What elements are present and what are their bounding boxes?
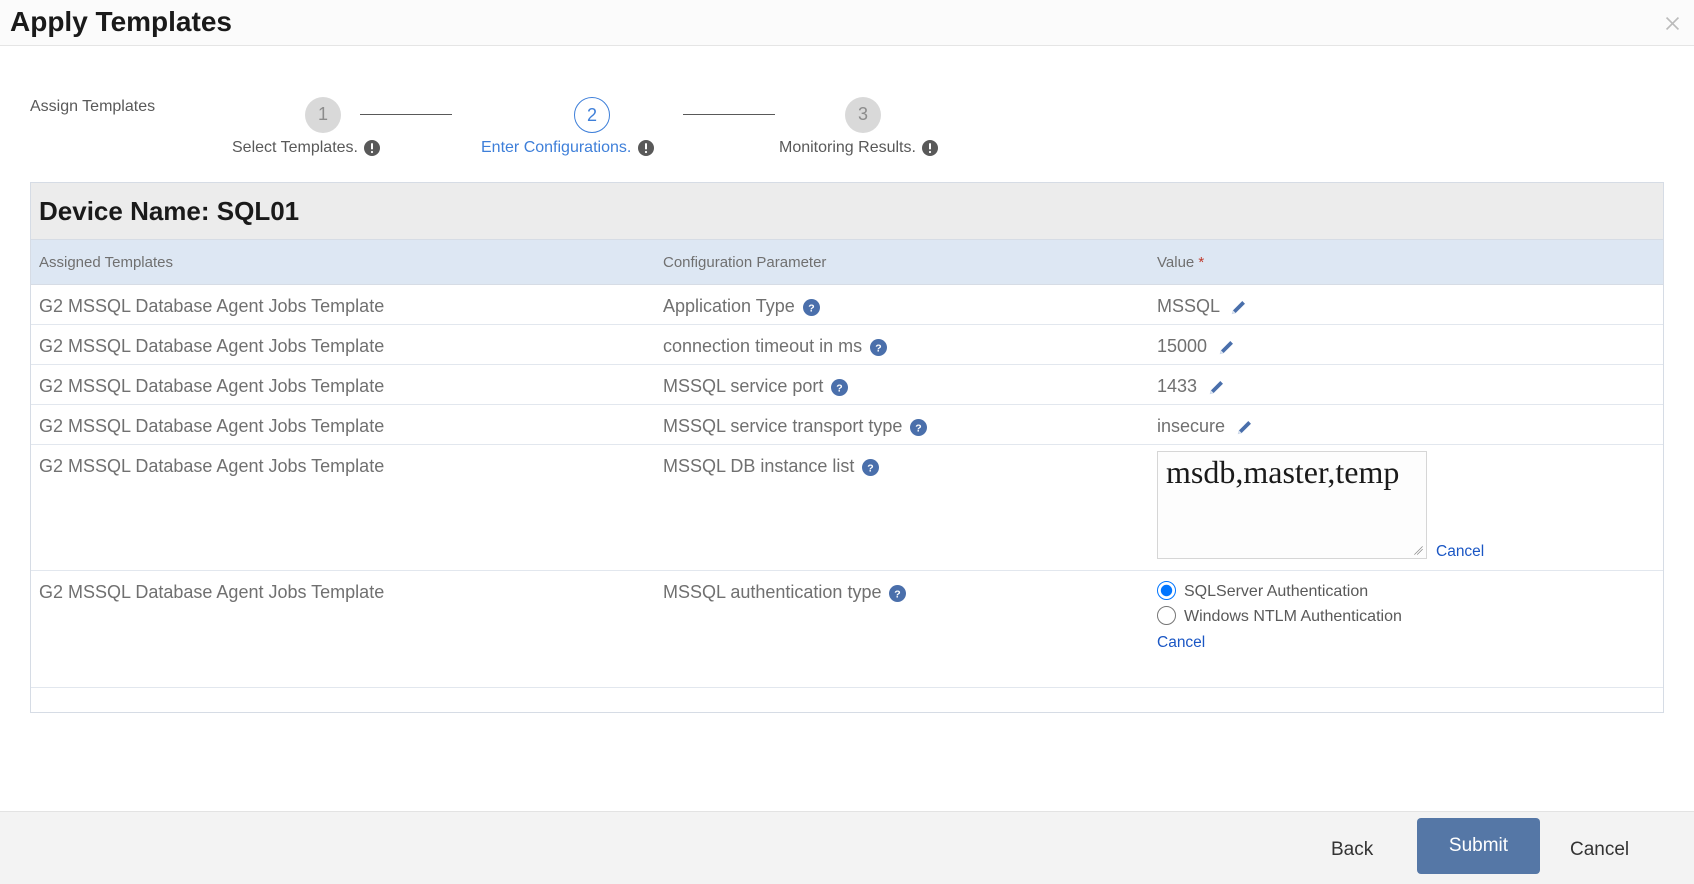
svg-text:?: ? bbox=[895, 588, 901, 600]
svg-text:?: ? bbox=[808, 302, 814, 314]
svg-text:?: ? bbox=[916, 422, 922, 434]
svg-text:?: ? bbox=[868, 462, 874, 474]
svg-text:?: ? bbox=[875, 342, 881, 354]
svg-text:?: ? bbox=[837, 382, 843, 394]
